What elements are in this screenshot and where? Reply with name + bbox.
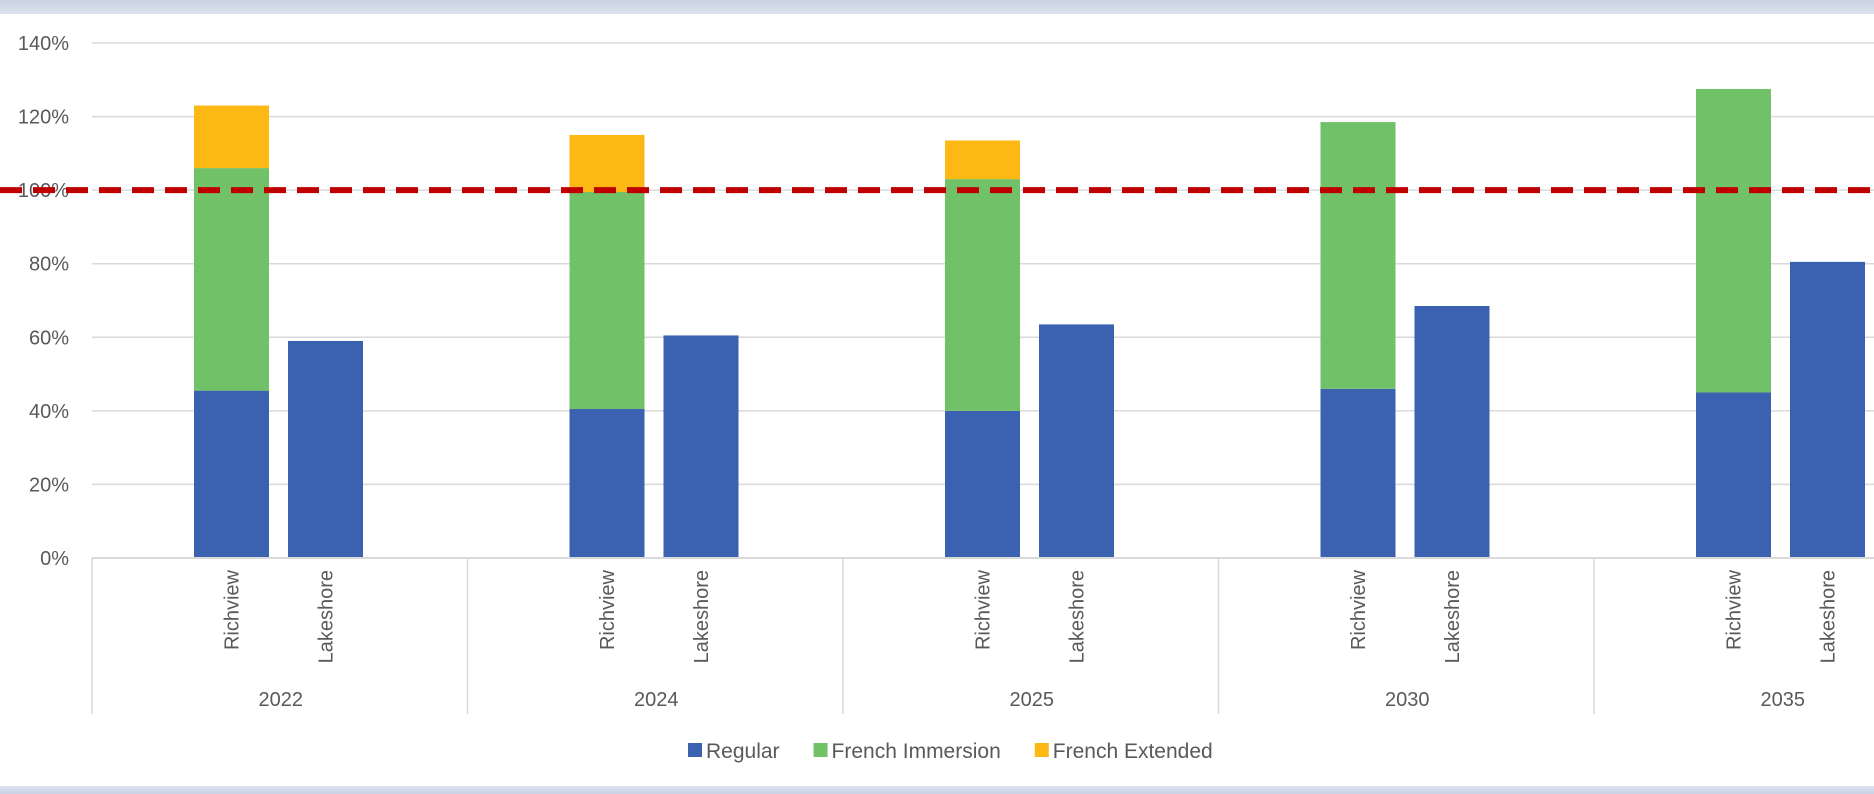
bar-french-extended <box>945 140 1020 180</box>
x-category-label: Lakeshore <box>316 570 338 663</box>
y-tick-label: 20% <box>29 474 69 496</box>
x-category-label: Richview <box>1348 569 1370 650</box>
y-tick-label: 60% <box>29 327 69 349</box>
bar-french-immersion <box>945 179 1020 411</box>
legend-swatch <box>1034 743 1049 757</box>
bars <box>194 88 1865 558</box>
x-category-label: Lakeshore <box>1442 570 1464 663</box>
bar-french-immersion <box>194 168 269 391</box>
chart-frame-top <box>0 0 1874 14</box>
legend-swatch <box>688 743 702 757</box>
legend: Regular French Immersion French Extended <box>688 740 1213 763</box>
x-category-label: Lakeshore <box>691 570 713 663</box>
x-category-label: Richview <box>1724 569 1746 650</box>
y-tick-label: 0% <box>40 548 69 570</box>
chart-frame-bottom <box>0 786 1874 794</box>
bar-regular <box>663 335 739 558</box>
bar-regular <box>1790 261 1865 558</box>
x-category-label: Lakeshore <box>1067 570 1089 663</box>
bar-regular <box>1414 306 1490 558</box>
y-axis: 0%20%40%60%80%100%120%140% <box>18 33 69 570</box>
y-tick-label: 120% <box>18 107 69 129</box>
legend-label: Regular <box>706 740 780 763</box>
bar-regular <box>1039 324 1114 558</box>
bar-regular <box>1320 388 1396 558</box>
x-category-label: Richview <box>973 569 995 650</box>
bar-french-immersion <box>1696 88 1771 393</box>
y-tick-label: 80% <box>29 254 69 276</box>
legend-label: French Immersion <box>832 740 1001 763</box>
bar-french-extended <box>194 105 269 169</box>
bar-regular <box>945 410 1020 558</box>
x-group-label: 2030 <box>1385 689 1430 711</box>
x-group-label: 2025 <box>1010 689 1055 711</box>
bar-regular <box>569 409 645 558</box>
bar-french-immersion <box>569 191 645 410</box>
x-category-label: Richview <box>597 569 619 650</box>
bar-french-extended <box>569 134 645 192</box>
bar-regular <box>194 390 269 558</box>
legend-label: French Extended <box>1053 740 1213 763</box>
x-group-label: 2024 <box>634 689 679 711</box>
bar-regular <box>288 340 363 558</box>
x-group-label: 2035 <box>1761 689 1806 711</box>
legend-swatch <box>813 743 828 757</box>
bar-regular <box>1696 392 1771 558</box>
x-category-label: Lakeshore <box>1818 570 1840 663</box>
bar-french-immersion <box>1320 122 1396 389</box>
x-category-label: Richview <box>222 569 244 650</box>
y-tick-label: 140% <box>18 33 69 55</box>
x-axis: Richview Lakeshore 2022 Richview Lakeshore 20… <box>91 557 1874 714</box>
x-group-label: 2022 <box>259 689 304 711</box>
y-tick-label: 40% <box>29 401 69 423</box>
